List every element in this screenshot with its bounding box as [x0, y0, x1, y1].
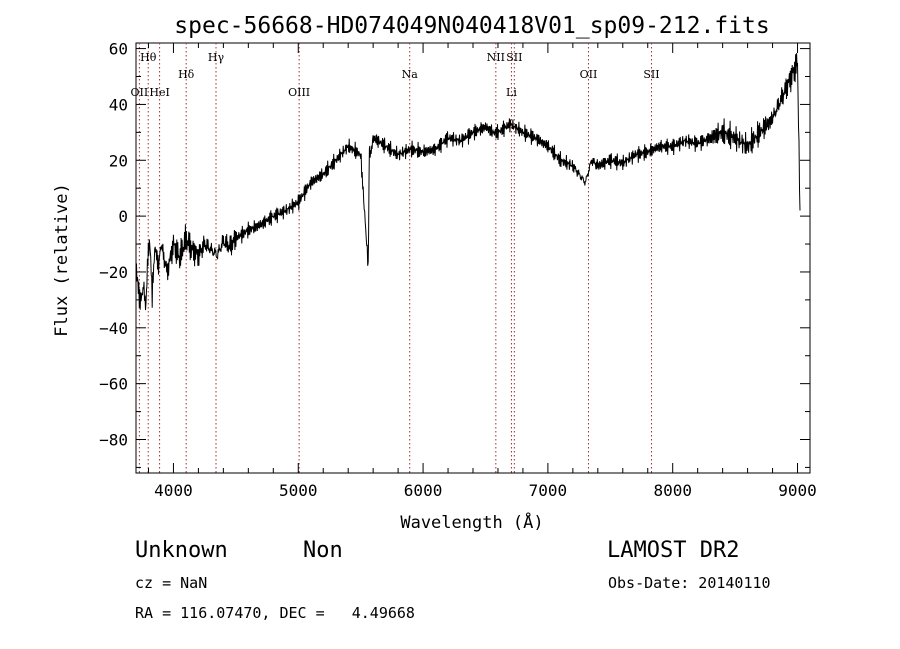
y-tick-label: 20	[109, 151, 128, 170]
line-marker-label: Hδ	[178, 68, 195, 81]
redshift-cz: cz = NaN	[135, 574, 208, 592]
line-marker-label: OII	[580, 68, 598, 81]
chart-title: spec-56668-HD074049N040418V01_sp09-212.f…	[174, 13, 769, 39]
line-marker-label: OII	[131, 86, 149, 99]
x-tick-label: 8000	[653, 481, 692, 500]
line-marker-label: SII	[506, 51, 522, 64]
survey-name: LAMOST DR2	[607, 538, 740, 563]
x-tick-label: 6000	[404, 481, 443, 500]
x-tick-label: 4000	[154, 481, 193, 500]
emission-line-markers	[138, 43, 652, 473]
object-subclass: Non	[303, 538, 343, 563]
y-tick-label: −40	[99, 319, 128, 338]
line-marker-label: SII	[643, 68, 659, 81]
line-marker-label: Na	[402, 68, 419, 81]
plot-border	[135, 42, 811, 474]
object-class: Unknown	[135, 538, 228, 563]
y-axis-label: Flux (relative)	[52, 183, 72, 337]
y-tick-label: −80	[99, 430, 128, 449]
line-marker-label: OIII	[288, 86, 310, 99]
x-tick-label: 5000	[279, 481, 318, 500]
x-tick-label: 7000	[529, 481, 568, 500]
y-tick-label: 60	[109, 40, 128, 59]
y-tick-label: 0	[118, 207, 128, 226]
line-marker-label: NII	[487, 51, 505, 64]
y-axis-ticks: −80 −60 −40 −20 0 20 40 60	[99, 40, 810, 468]
plot-frame	[135, 42, 811, 474]
line-marker-label: HeI	[149, 86, 169, 99]
y-tick-label: −20	[99, 263, 128, 282]
x-axis-ticks: 4000 5000 6000 7000 8000 9000	[147, 43, 817, 500]
x-tick-label: 9000	[778, 481, 817, 500]
spectrum-line	[135, 53, 801, 311]
line-marker-label: Hθ	[140, 51, 157, 64]
x-axis-label: Wavelength (Å)	[400, 511, 543, 533]
line-marker-label: Hγ	[208, 51, 225, 64]
observation-date: Obs-Date: 20140110	[608, 574, 771, 592]
line-marker-label: Li	[506, 86, 517, 99]
y-tick-label: −60	[99, 375, 128, 394]
spectrum-series	[135, 53, 801, 311]
coordinates: RA = 116.07470, DEC = 4.49668	[135, 604, 415, 622]
y-tick-label: 40	[109, 95, 128, 114]
